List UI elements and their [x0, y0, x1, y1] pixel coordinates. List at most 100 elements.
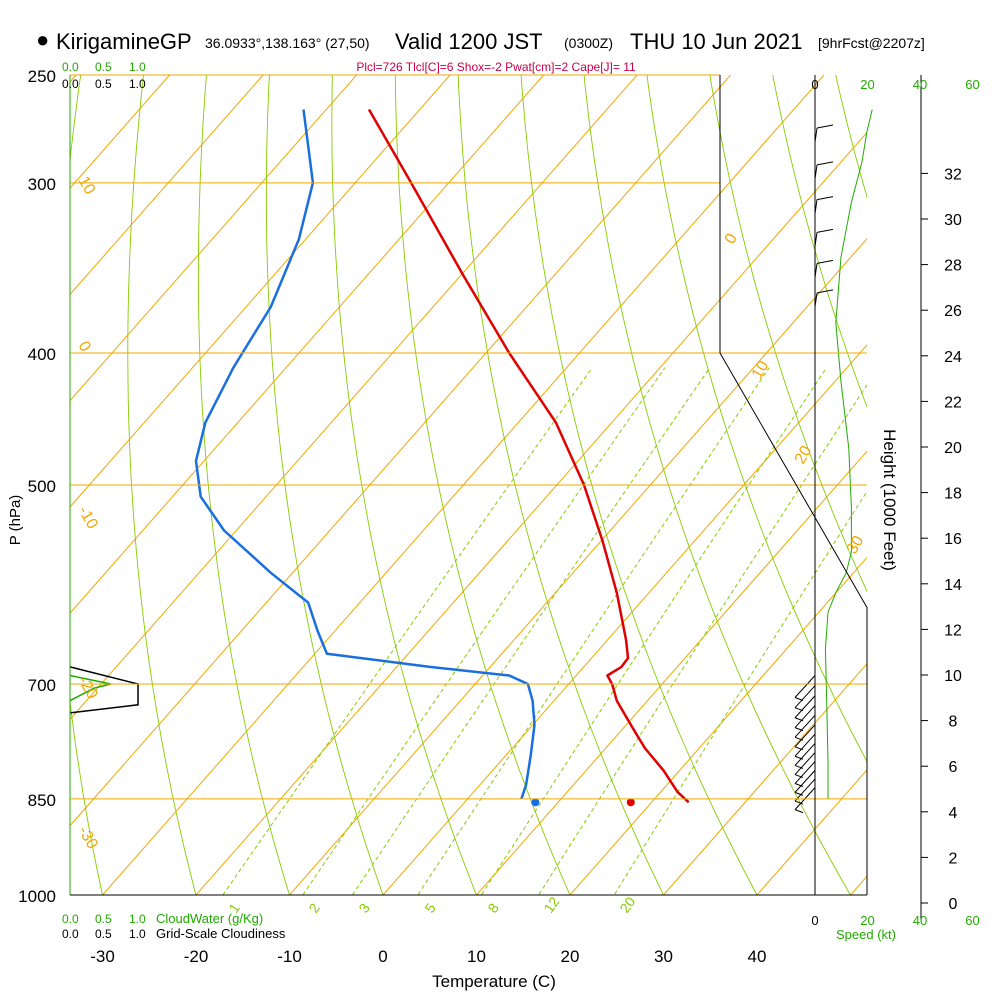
speed-tick-label: 0 [811, 913, 818, 928]
dry-adiabat-line [127, 75, 197, 895]
height-tick-label: 14 [944, 577, 962, 594]
mixing-ratio-line [538, 383, 867, 895]
height-tick-label: 18 [944, 486, 962, 503]
height-tick-label: 10 [944, 668, 962, 685]
height-tick-label: 12 [944, 622, 962, 639]
height-tick-label: 2 [949, 850, 958, 867]
height-tick-label: 6 [949, 759, 958, 776]
mixing-ratio-line [351, 367, 711, 895]
temperature-surface-marker [626, 798, 635, 807]
x-tick-label: 40 [748, 947, 767, 966]
pressure-tick-label: 250 [28, 67, 56, 86]
x-tick-label: -10 [277, 947, 302, 966]
dewpoint-surface-marker [531, 798, 540, 807]
dry-adiabat-line [520, 75, 758, 895]
station-coords: 36.0933°,138.163° (27,50) [205, 35, 370, 51]
x-tick-label: -20 [184, 947, 209, 966]
wind-barb-flag [816, 124, 834, 129]
mixing-ratio-label: 3 [355, 900, 373, 916]
wind-barb [794, 714, 816, 738]
wind-barb-flag [816, 228, 834, 233]
cloud-scale-label: 0.5 [95, 912, 112, 926]
wind-barb [794, 705, 816, 728]
isotherm-label: -30 [75, 824, 101, 853]
mixing-ratio-line [417, 367, 770, 895]
speed-tick-label: 60 [965, 77, 979, 92]
cloud-scale-label: 1.0 [129, 912, 146, 926]
pressure-tick-label: 850 [28, 791, 56, 810]
height-tick-label: 16 [944, 531, 962, 548]
pressure-tick-label: 300 [28, 175, 56, 194]
wind-barb [794, 761, 816, 784]
dry-adiabat-line [197, 75, 290, 895]
cloud-scale-label: 0.5 [95, 77, 112, 91]
dry-adiabat-line [0, 51, 22, 924]
cloudiness-profile [69, 666, 139, 714]
dry-adiabat-line [835, 75, 867, 199]
wind-barb-flag [816, 161, 834, 166]
cloudiness-label: Grid-Scale Cloudiness [156, 926, 286, 941]
dry-adiabat-line [265, 75, 384, 895]
isotherm-line [663, 662, 867, 895]
dry-adiabat-line [709, 75, 867, 593]
wind-barb [794, 778, 816, 802]
wind-barb-flag [794, 809, 804, 814]
indices-text: Plcl=726 Tlcl[C]=6 Shox=-2 Pwat[cm]=2 Ca… [356, 60, 636, 74]
height-axis-label: Height (1000 Feet) [880, 429, 899, 571]
cloud-scale-label: 0.5 [95, 60, 112, 74]
mixing-ratio-line [613, 490, 867, 895]
x-tick-label: 0 [378, 947, 387, 966]
isotherm-label: 10 [749, 358, 773, 382]
wind-speed-profile [824, 109, 873, 799]
mixing-ratio-label: 8 [484, 900, 502, 916]
pressure-tick-label: 500 [28, 477, 56, 496]
mixing-ratio-label: 20 [616, 894, 638, 916]
cloud-scale-label: 0.0 [62, 60, 79, 74]
x-tick-label: 10 [467, 947, 486, 966]
speed-tick-label: 20 [860, 77, 874, 92]
wind-barb-flag [794, 791, 804, 796]
cloud-scale-label: 0.5 [95, 927, 112, 941]
cloud-scale-label: 1.0 [129, 60, 146, 74]
isotherm-label: 30 [844, 533, 868, 557]
wind-barb [794, 752, 816, 775]
isotherm-label: 20 [792, 443, 816, 467]
cloud-scale-label: 0.0 [62, 927, 79, 941]
mixing-ratio-label: 5 [421, 900, 439, 916]
isotherm-line [70, 75, 264, 296]
plot-frame-right [719, 75, 868, 895]
height-tick-label: 28 [944, 258, 962, 275]
mixing-ratio-line [302, 367, 666, 895]
data-layer [69, 108, 873, 814]
height-tick-label: 32 [944, 166, 962, 183]
mixing-ratio-line [480, 367, 828, 895]
isotherm-label: 0 [75, 339, 94, 355]
pressure-tick-label: 400 [28, 345, 56, 364]
wind-barb-flag [794, 774, 804, 779]
x-tick-label: -30 [90, 947, 115, 966]
wind-barb [794, 743, 816, 766]
dry-adiabat-line [457, 75, 664, 895]
height-tick-label: 4 [949, 805, 958, 822]
wind-barb [794, 695, 816, 719]
speed-tick-label: 0 [811, 77, 818, 92]
dry-adiabat-line [394, 75, 571, 895]
station-dot: ● [36, 27, 50, 52]
cloud-scale-label: 0.0 [62, 912, 79, 926]
wind-barb-flag [816, 259, 834, 264]
isotherm-line [850, 875, 867, 895]
isotherm-label: 10 [75, 174, 99, 198]
station-name: KirigamineGP [56, 29, 192, 54]
dewpoint-line [194, 109, 536, 800]
speed-tick-label: 20 [860, 913, 874, 928]
pressure-tick-label: 700 [28, 676, 56, 695]
wind-barb [794, 685, 816, 709]
temperature-line [367, 108, 690, 804]
utc-time: (0300Z) [564, 35, 614, 51]
speed-tick-label: 60 [965, 913, 979, 928]
cloudwater-label: CloudWater (g/Kg) [156, 911, 263, 926]
height-tick-label: 0 [949, 896, 958, 913]
dry-adiabat-line [70, 75, 103, 895]
wind-barb [794, 733, 816, 757]
